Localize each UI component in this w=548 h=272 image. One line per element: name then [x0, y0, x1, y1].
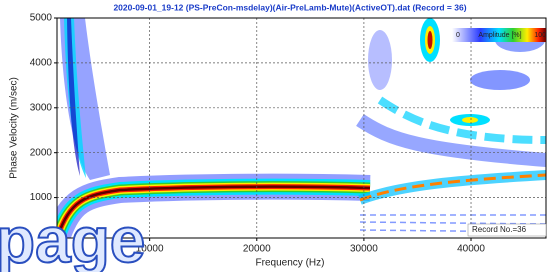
- y-tick-label: 4000: [30, 58, 53, 69]
- x-axis-label: Frequency (Hz): [256, 258, 325, 269]
- chart: 2020-09-01_19-12 (PS-PreCon-msdelay)(Air…: [0, 0, 548, 272]
- colorbar-tick-label: 100: [534, 32, 546, 39]
- y-axis-label: Phase Velocity (m/sec): [9, 77, 20, 179]
- chart-title: 2020-09-01_19-12 (PS-PreCon-msdelay)(Air…: [113, 2, 466, 12]
- page: {"chart_data": {"type": "heatmap", "titl…: [0, 0, 548, 272]
- y-tick-label: 3000: [30, 102, 53, 113]
- colorbar-label: Amplitude [%]: [478, 32, 521, 39]
- x-tick-label: 40000: [457, 244, 485, 255]
- y-tick-label: 5000: [30, 13, 53, 24]
- colorbar-tick-label: 0: [456, 32, 460, 39]
- annotation: Record No.=36: [472, 225, 527, 234]
- y-tick-label: 1000: [30, 192, 53, 203]
- y-tick-label: 2000: [30, 147, 53, 158]
- x-tick-label: 30000: [350, 244, 378, 255]
- x-tick-label: 20000: [243, 244, 271, 255]
- watermark: page: [0, 204, 145, 272]
